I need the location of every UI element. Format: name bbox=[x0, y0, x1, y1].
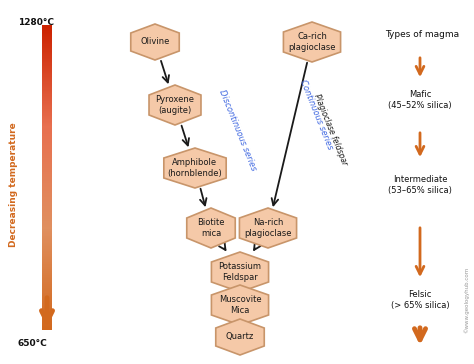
Polygon shape bbox=[131, 24, 179, 60]
Text: Continuous series: Continuous series bbox=[298, 79, 334, 151]
Polygon shape bbox=[187, 208, 235, 248]
Polygon shape bbox=[164, 148, 226, 188]
Text: Discontinuous series: Discontinuous series bbox=[218, 88, 258, 172]
Text: 1280°C: 1280°C bbox=[18, 18, 54, 27]
Text: Types of magma: Types of magma bbox=[385, 30, 459, 39]
Text: Ca-rich
plagioclase: Ca-rich plagioclase bbox=[288, 32, 336, 52]
Text: ©www.geologyhub.com: ©www.geologyhub.com bbox=[463, 267, 469, 333]
Text: Na-rich
plagioclase: Na-rich plagioclase bbox=[244, 218, 292, 238]
Text: Mafic
(45–52% silica): Mafic (45–52% silica) bbox=[388, 90, 452, 110]
Polygon shape bbox=[216, 319, 264, 355]
Text: Amphibole
(hornblende): Amphibole (hornblende) bbox=[168, 158, 222, 178]
Text: Decreasing temperature: Decreasing temperature bbox=[9, 123, 18, 248]
Text: Plagioclase feldspar: Plagioclase feldspar bbox=[311, 93, 348, 167]
Polygon shape bbox=[211, 252, 269, 292]
Text: 650°C: 650°C bbox=[18, 339, 48, 348]
Text: Biotite
mica: Biotite mica bbox=[197, 218, 225, 238]
Polygon shape bbox=[283, 22, 341, 62]
Text: Felsic
(> 65% silica): Felsic (> 65% silica) bbox=[391, 290, 449, 310]
Text: Quartz: Quartz bbox=[226, 332, 254, 341]
Text: Olivine: Olivine bbox=[140, 37, 170, 47]
Text: Intermediate
(53–65% silica): Intermediate (53–65% silica) bbox=[388, 175, 452, 195]
Polygon shape bbox=[149, 85, 201, 125]
Polygon shape bbox=[211, 285, 269, 325]
Text: Potassium
Feldspar: Potassium Feldspar bbox=[219, 262, 262, 282]
Polygon shape bbox=[239, 208, 297, 248]
Text: Pyroxene
(augite): Pyroxene (augite) bbox=[155, 95, 194, 115]
Text: Muscovite
Mica: Muscovite Mica bbox=[219, 295, 261, 315]
